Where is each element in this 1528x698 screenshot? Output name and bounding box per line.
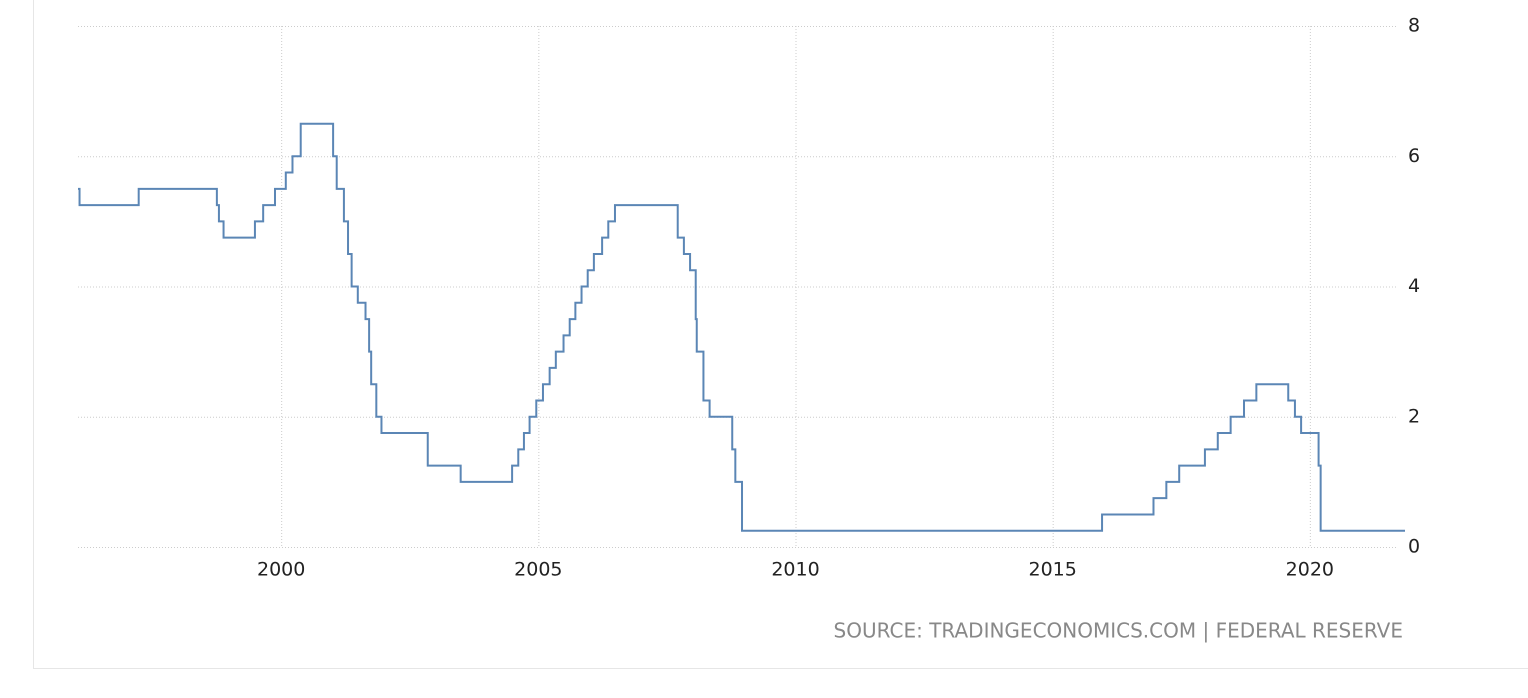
y-tick-label: 2	[1408, 405, 1420, 427]
data-line	[78, 122, 1405, 532]
x-tick-label: 2015	[1028, 559, 1076, 581]
source-note: SOURCE: TRADINGECONOMICS.COM | FEDERAL R…	[834, 619, 1403, 643]
y-tick-label: 4	[1408, 275, 1420, 297]
y-tick-label: 8	[1408, 15, 1420, 37]
x-tick-label: 2005	[514, 559, 562, 581]
x-tick-label: 2010	[771, 559, 819, 581]
x-tick-label: 2020	[1286, 559, 1334, 581]
x-tick-label: 2000	[257, 559, 305, 581]
y-tick-label: 6	[1408, 145, 1420, 167]
y-tick-label: 0	[1408, 536, 1420, 558]
